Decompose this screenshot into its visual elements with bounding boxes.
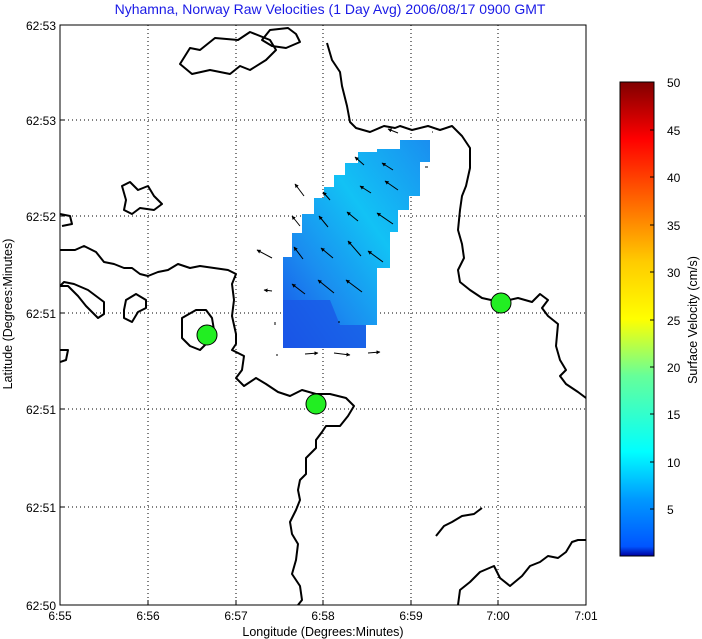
x-axis-label: Longitude (Degrees:Minutes) <box>242 625 403 639</box>
site-marker-east <box>490 292 512 314</box>
coastline <box>60 27 586 605</box>
x-tick-label: 6:59 <box>399 609 423 623</box>
colorbar-tick-label: 10 <box>667 456 681 470</box>
y-tick-label: 62:51 <box>26 403 56 417</box>
grid <box>60 25 586 605</box>
velocity-vectors <box>256 128 433 357</box>
colorbar-tick-label: 15 <box>667 408 681 422</box>
colorbar-tick-label: 5 <box>667 503 674 517</box>
site-marker-west <box>196 324 218 346</box>
y-tick-label: 62:51 <box>26 307 56 321</box>
x-tick-labels: 6:55 6:56 6:57 6:58 6:59 7:00 7:01 <box>48 609 598 623</box>
radar-sites <box>196 292 512 415</box>
y-tick-label: 62:50 <box>26 599 56 613</box>
site-marker-south <box>305 393 327 415</box>
x-tick-label: 7:00 <box>486 609 510 623</box>
y-tick-label: 62:53 <box>26 114 56 128</box>
colorbar-tick-label: 45 <box>667 124 681 138</box>
colorbar-scale <box>619 81 655 557</box>
x-tick-label: 6:58 <box>311 609 335 623</box>
x-tick-label: 6:55 <box>48 609 72 623</box>
x-tick-label: 6:57 <box>224 609 248 623</box>
colorbar-tick-label: 40 <box>667 171 681 185</box>
y-tick-label: 62:51 <box>26 501 56 515</box>
colorbar-label: Surface Velocity (cm/s) <box>686 256 700 384</box>
velocity-field <box>283 140 430 348</box>
colorbar: 50 45 40 35 30 25 20 15 10 5 Surface Vel… <box>619 76 700 557</box>
y-tick-label: 62:53 <box>26 19 56 33</box>
y-tick-label: 62:52 <box>26 210 56 224</box>
y-axis-label: Latitude (Degrees:Minutes) <box>1 239 15 390</box>
colorbar-tick-label: 35 <box>667 219 681 233</box>
colorbar-tick-label: 50 <box>667 76 681 90</box>
x-tick-label: 6:56 <box>136 609 160 623</box>
colorbar-tick-label: 25 <box>667 314 681 328</box>
y-tick-labels: 62:53 62:53 62:52 62:51 62:51 62:51 62:5… <box>26 19 56 613</box>
x-tick-label: 7:01 <box>574 609 598 623</box>
colorbar-tick-label: 20 <box>667 361 681 375</box>
colorbar-tick-label: 30 <box>667 266 681 280</box>
map-title: Nyhamna, Norway Raw Velocities (1 Day Av… <box>115 1 546 17</box>
